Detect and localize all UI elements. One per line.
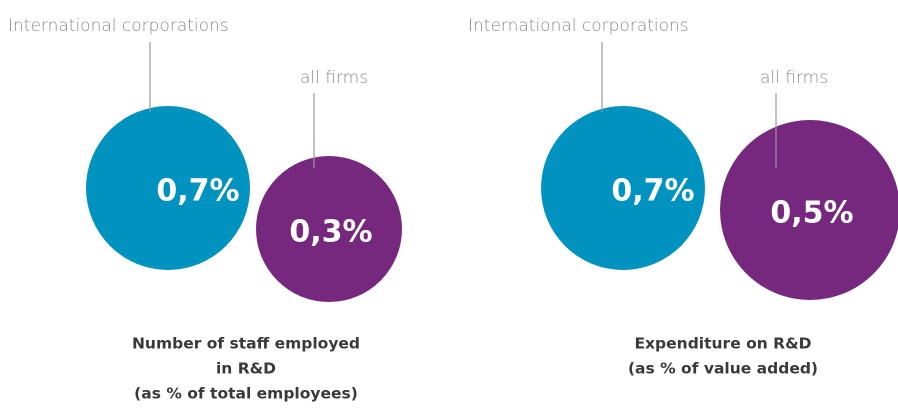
bubble [720, 120, 898, 300]
chart-title: in R&D [216, 360, 276, 378]
legend-label: International corporations [8, 16, 229, 36]
chart-title: (as % of value added) [628, 360, 818, 378]
chart-title: Number of staff employed [132, 335, 360, 353]
data-label: 0,3% [289, 215, 372, 250]
bubble [541, 106, 705, 270]
data-label: 0,7% [156, 174, 239, 209]
data-label: 0,7% [611, 174, 694, 209]
bubble [256, 156, 402, 302]
data-label: 0,5% [770, 196, 853, 231]
legend-label: International corporations [468, 16, 689, 36]
legend-label: all firms [300, 68, 368, 88]
legend-label: all firms [760, 68, 828, 88]
bubble [86, 106, 250, 270]
chart-title: Expenditure on R&D [634, 335, 811, 353]
chart-title: (as % of total employees) [134, 385, 358, 403]
